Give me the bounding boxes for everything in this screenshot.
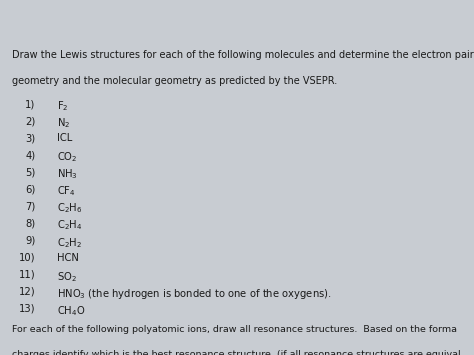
Text: ICL: ICL <box>57 133 72 143</box>
Text: 7): 7) <box>25 202 36 212</box>
Text: 13): 13) <box>19 304 36 314</box>
Text: CH$_4$O: CH$_4$O <box>57 304 85 318</box>
Text: N$_2$: N$_2$ <box>57 116 70 130</box>
Text: 6): 6) <box>25 185 36 195</box>
Text: SO$_2$: SO$_2$ <box>57 270 77 284</box>
Text: F$_2$: F$_2$ <box>57 99 68 113</box>
Text: 9): 9) <box>25 236 36 246</box>
Text: 8): 8) <box>26 219 36 229</box>
Text: 2): 2) <box>25 116 36 126</box>
Text: HCN: HCN <box>57 253 79 263</box>
Text: For each of the following polyatomic ions, draw all resonance structures.  Based: For each of the following polyatomic ion… <box>12 325 457 334</box>
Text: NH$_3$: NH$_3$ <box>57 168 78 181</box>
Text: 10): 10) <box>19 253 36 263</box>
Text: CO$_2$: CO$_2$ <box>57 151 78 164</box>
Text: charges identify which is the best resonance structure. (if all resonance struct: charges identify which is the best reson… <box>12 350 460 355</box>
Text: C$_2$H$_2$: C$_2$H$_2$ <box>57 236 82 250</box>
Text: 5): 5) <box>25 168 36 178</box>
Text: 11): 11) <box>19 270 36 280</box>
Text: CF$_4$: CF$_4$ <box>57 185 76 198</box>
Text: Draw the Lewis structures for each of the following molecules and determine the : Draw the Lewis structures for each of th… <box>12 50 474 60</box>
Text: 4): 4) <box>26 151 36 160</box>
Text: 3): 3) <box>26 133 36 143</box>
Text: 1): 1) <box>25 99 36 109</box>
Text: 12): 12) <box>19 287 36 297</box>
Text: C$_2$H$_6$: C$_2$H$_6$ <box>57 202 82 215</box>
Text: geometry and the molecular geometry as predicted by the VSEPR.: geometry and the molecular geometry as p… <box>12 76 337 86</box>
Text: HNO$_3$ (the hydrogen is bonded to one of the oxygens).: HNO$_3$ (the hydrogen is bonded to one o… <box>57 287 332 301</box>
Text: C$_2$H$_4$: C$_2$H$_4$ <box>57 219 82 233</box>
